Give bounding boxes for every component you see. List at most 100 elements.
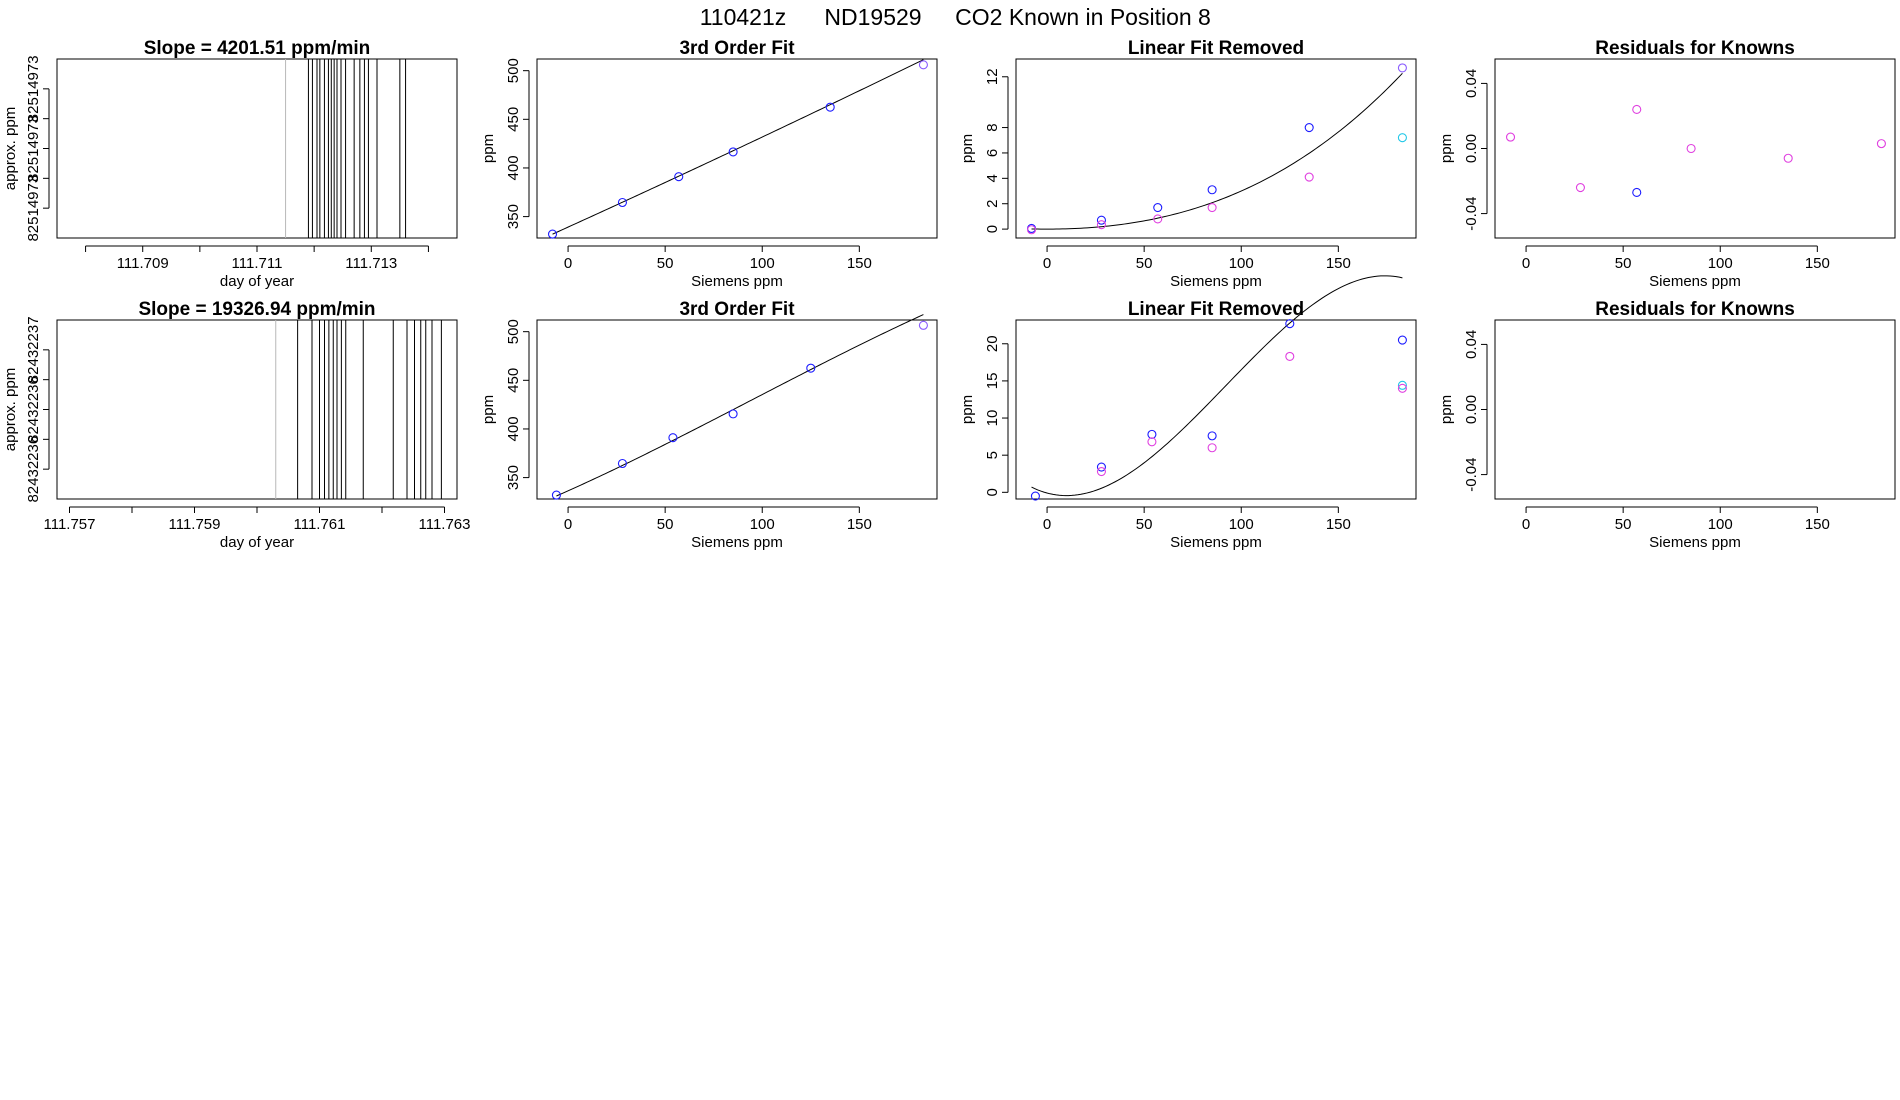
data-point [1030, 491, 1040, 501]
data-point [728, 409, 738, 419]
data-point [668, 433, 678, 443]
data-point [1397, 380, 1407, 390]
x-axis-label: Siemens ppm [1649, 534, 1741, 551]
chart-title: 3rd Order Fit [679, 299, 795, 320]
x-tick-label: 150 [847, 255, 872, 272]
x-tick-label: 100 [1708, 255, 1733, 272]
x-axis-label: Siemens ppm [691, 534, 783, 551]
chart-title: Linear Fit Removed [1128, 299, 1304, 320]
data-point [1876, 139, 1886, 149]
x-tick-label: 150 [1805, 516, 1830, 533]
x-axis-label: Siemens ppm [691, 273, 783, 290]
y-tick-label: 82432236 [25, 376, 42, 443]
data-point [1505, 132, 1516, 142]
y-tick-label: 450 [505, 107, 522, 132]
data-point [1147, 437, 1157, 447]
data-point [1397, 133, 1407, 143]
data-point [1686, 143, 1696, 154]
y-axis-label: approx. ppm [2, 368, 19, 451]
y-tick-label: 10 [984, 410, 1001, 427]
chart-title: Residuals for Knowns [1595, 299, 1795, 320]
y-tick-label: 0.00 [1463, 395, 1480, 424]
x-tick-label: 0 [1522, 255, 1530, 272]
x-tick-label: 150 [1805, 255, 1830, 272]
y-tick-label: 6 [984, 149, 1001, 157]
chart-panel-row2-fit: 3rd Order Fit 0 50 100 150 Siemens ppm 350 400 4… [480, 299, 938, 551]
x-tick-label: 111.713 [345, 255, 397, 272]
x-axis-label: Siemens ppm [1170, 273, 1262, 290]
x-tick-label: 111.763 [419, 516, 471, 533]
y-axis-label: ppm [959, 395, 976, 424]
data-point [1207, 431, 1217, 441]
y-tick-label: 8 [984, 123, 1001, 131]
y-axis-label: ppm [1438, 134, 1455, 163]
x-tick-label: 111.709 [117, 255, 169, 272]
plot-frame [536, 319, 938, 500]
y-tick-label: 5 [984, 451, 1001, 459]
y-tick-label: 0.04 [1463, 69, 1480, 98]
data-point [806, 363, 816, 373]
chart-title: Slope = 4201.51 ppm/min [144, 38, 371, 59]
figure-suptitle-date: 110421z [700, 4, 787, 30]
chart-panel-row1-fit: 3rd Order Fit 0 50 100 150 Siemens ppm 350 400 4… [480, 38, 938, 290]
data-point [918, 320, 928, 330]
y-axis-label: approx. ppm [2, 107, 19, 190]
plot-frame [56, 319, 458, 500]
data-point [1632, 104, 1642, 114]
y-tick-label: 0.04 [1463, 330, 1480, 359]
y-tick-label: -0.04 [1463, 196, 1480, 230]
y-axis-label: ppm [959, 134, 976, 163]
chart-panel-row1-linfit: Linear Fit Removed 0 50 100 150 Siemens ppm 0 2… [959, 38, 1417, 290]
chart-panel-row1-timeseries: Slope = 4201.51 ppm/min 111.709 111.711 111… [2, 38, 458, 290]
x-tick-label: 111.711 [232, 255, 283, 272]
data-point [551, 490, 561, 500]
x-tick-label: 50 [657, 516, 674, 533]
x-tick-label: 0 [564, 516, 572, 533]
data-point [1397, 63, 1407, 73]
y-tick-label: 350 [505, 204, 522, 229]
y-axis-label: ppm [1438, 395, 1455, 424]
x-tick-label: 0 [564, 255, 572, 272]
x-tick-label: 100 [1229, 255, 1254, 272]
data-point [1575, 183, 1585, 193]
x-tick-label: 111.759 [169, 516, 221, 533]
figure-suptitle-tank: ND19529 [824, 4, 921, 30]
chart-title: Slope = 19326.94 ppm/min [138, 299, 375, 320]
data-point [617, 197, 627, 208]
x-tick-label: 100 [750, 255, 775, 272]
figure-suptitle-position: CO2 Known in Position 8 [955, 4, 1211, 30]
x-tick-label: 150 [847, 516, 872, 533]
x-tick-label: 111.761 [294, 516, 346, 533]
y-tick-label: 12 [984, 68, 1001, 85]
chart-title: Residuals for Knowns [1595, 38, 1795, 59]
x-tick-label: 111.757 [44, 516, 96, 533]
y-tick-label: 20 [984, 335, 1001, 352]
chart-panel-row2-timeseries: Slope = 19326.94 ppm/min 111.757 111.759 11… [2, 299, 471, 551]
x-axis-label: day of year [220, 273, 294, 290]
y-tick-label: 2 [984, 200, 1001, 208]
data-point [1207, 202, 1217, 213]
data-point [728, 147, 738, 157]
y-tick-label: 4 [984, 174, 1001, 182]
y-axis-label: ppm [480, 134, 497, 163]
plot-frame [536, 58, 938, 239]
x-tick-label: 50 [1615, 516, 1632, 533]
data-point [1304, 123, 1314, 133]
plot-frame [1494, 58, 1896, 239]
data-point [1096, 466, 1106, 477]
data-point [1397, 383, 1407, 393]
y-tick-label: 0 [984, 225, 1001, 233]
data-point [1153, 202, 1163, 213]
y-tick-label: 400 [505, 416, 522, 441]
y-tick-label: 82514973 [25, 55, 42, 122]
x-tick-label: 0 [1522, 516, 1530, 533]
data-point [1153, 214, 1163, 224]
chart-panel-row2-linfit: Linear Fit Removed 0 50 100 150 Siemens ppm 0 5… [959, 275, 1417, 551]
plot-frame [56, 58, 458, 239]
data-point [1207, 185, 1217, 195]
data-point [1026, 225, 1037, 235]
data-point [674, 172, 684, 182]
x-axis-label: day of year [220, 534, 294, 551]
y-tick-label: 82514973 [25, 115, 42, 182]
plot-frame [1015, 58, 1417, 239]
